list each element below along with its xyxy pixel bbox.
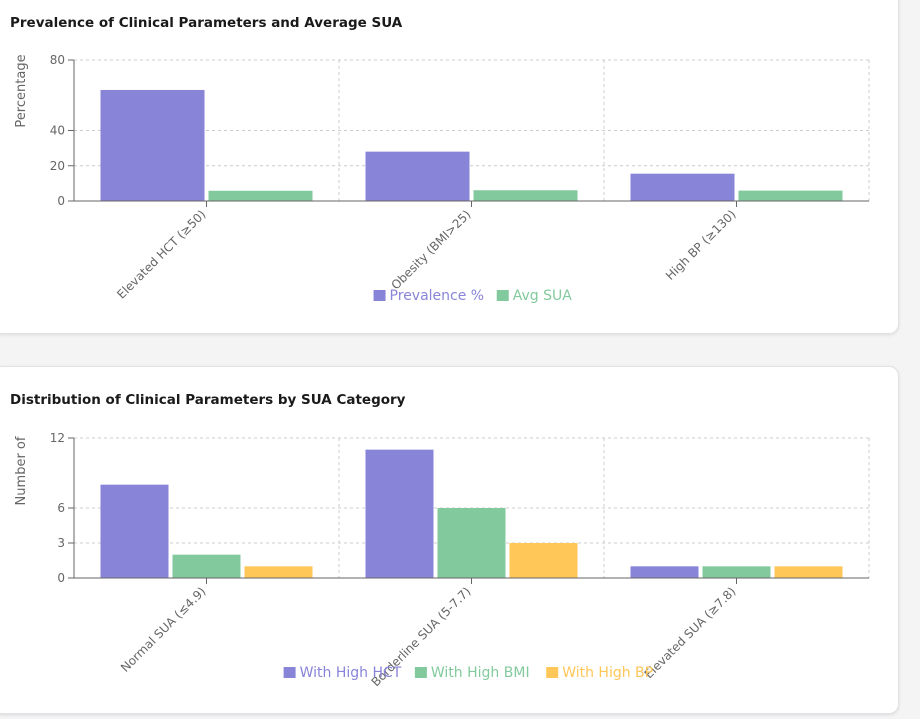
bar: [509, 543, 578, 578]
y-tick-label: 40: [50, 124, 65, 138]
x-tick-label: High BP (≥130): [663, 207, 739, 283]
legend: Prevalence % Avg SUA: [373, 288, 573, 304]
y-axis-title: Number of: [14, 436, 29, 505]
legend-label: With High HCT: [300, 665, 402, 681]
bar: [208, 190, 313, 201]
legend-label: With High BMI: [431, 665, 530, 681]
x-tick-label: Elevated HCT (≥50): [114, 207, 208, 301]
bar: [365, 151, 470, 201]
x-tick-label: Normal SUA (≤4.9): [118, 584, 209, 675]
x-tick-label: Obesity (BMI>25): [388, 207, 473, 292]
legend-swatch: [546, 667, 559, 678]
legend-swatch: [414, 667, 427, 678]
bar: [100, 89, 205, 201]
bar: [437, 508, 506, 578]
bar: [630, 566, 699, 578]
legend-swatch: [496, 290, 509, 301]
legend-swatch: [373, 290, 386, 301]
y-tick-label: 12: [50, 431, 65, 445]
x-tick-label: Elevated SUA (≥7.8): [642, 584, 739, 681]
chart-title: Distribution of Clinical Parameters by S…: [10, 392, 406, 408]
y-tick-label: 20: [50, 159, 65, 173]
y-tick-label: 6: [57, 501, 65, 515]
y-axis-title: Percentage: [14, 54, 29, 127]
bar: [473, 190, 578, 201]
bar: [630, 173, 735, 201]
bar: [702, 566, 771, 578]
legend-label: Prevalence %: [390, 288, 485, 304]
legend-label: With High BP: [562, 665, 653, 681]
bar: [100, 484, 169, 578]
y-tick-label: 80: [50, 53, 65, 67]
prevalence-bar-chart: 0 20 40 80 Percentage Elevated HCT (≥50) Obesi…: [14, 53, 870, 304]
bar: [172, 554, 241, 578]
legend-label: Avg SUA: [513, 288, 573, 304]
y-tick-label: 0: [57, 571, 65, 585]
y-tick-label: 0: [57, 194, 65, 208]
prevalence-chart-card: Prevalence of Clinical Parameters and Av…: [0, 0, 899, 334]
bar: [244, 566, 313, 578]
legend-swatch: [283, 667, 296, 678]
legend: With High HCT With High BMI With High BP: [283, 665, 653, 681]
bar: [774, 566, 843, 578]
bar: [738, 190, 843, 201]
chart-title: Prevalence of Clinical Parameters and Av…: [10, 15, 403, 31]
y-tick-label: 3: [57, 536, 65, 550]
distribution-chart-card: Distribution of Clinical Parameters by S…: [0, 366, 899, 714]
bar: [365, 449, 434, 578]
